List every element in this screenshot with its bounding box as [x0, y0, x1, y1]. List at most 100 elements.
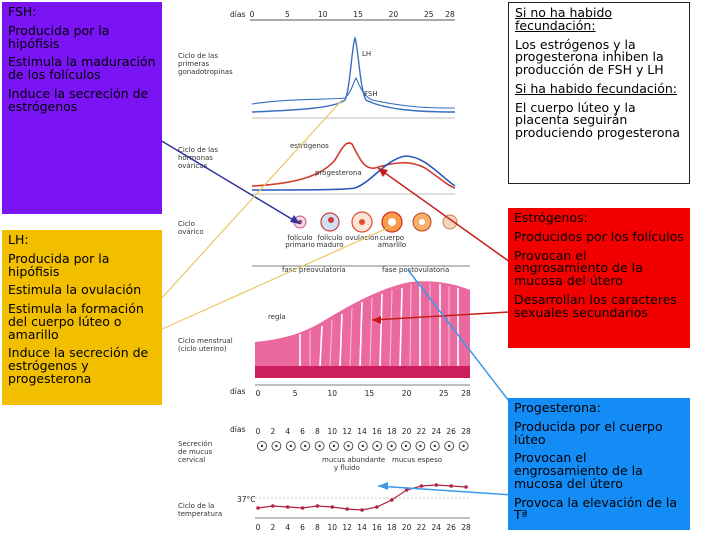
bottom-day-tick: 16: [372, 523, 382, 532]
mucus-icon-dot: [332, 444, 336, 448]
mucus-icon-dot: [419, 444, 422, 448]
temperature-point: [271, 504, 275, 508]
bottom-day-tick: 18: [387, 427, 397, 436]
mucus-icon-dot: [260, 444, 264, 448]
top-day-tick: 0: [250, 10, 255, 19]
mucus-icon-dot: [318, 444, 321, 448]
dias-label-top: días: [230, 10, 245, 19]
progesterona-item: Provoca la elevación de la Tª: [514, 494, 678, 523]
phase-pre: fase preovulatoria: [282, 266, 346, 274]
bottom-day-tick: 28: [461, 523, 471, 532]
estrogenos-title: Estrógenos:: [514, 210, 588, 225]
top-day-tick: 28: [445, 10, 455, 19]
estrogen-curve: [251, 142, 456, 189]
ovary-stage-label: folículo primario: [285, 234, 314, 249]
fsh-item: Induce la secreción de estrógenos: [8, 85, 149, 114]
top-day-tick: 15: [353, 10, 363, 19]
temperature-point: [434, 483, 439, 487]
bottom-day-tick: 6: [300, 523, 305, 532]
temperature-point: [464, 485, 468, 489]
progesterona-item: Provocan el engrosamiento de la mucosa d…: [514, 450, 643, 491]
lh-item: Estimula la formación del cuerpo lúteo o…: [8, 301, 144, 342]
bottom-day-tick: 14: [357, 523, 367, 532]
bottom-day-tick: 20: [402, 523, 412, 532]
mid-day-tick: 0: [256, 389, 261, 398]
fsh-curve: [251, 77, 456, 109]
temperature-point: [360, 508, 364, 512]
fsh-info-box: FSH: Producida por la hipófisis Estimula…: [2, 2, 162, 214]
bottom-day-ticks: 0 2 4 6 8 10 12 14 16 18 20 22 24 26 28: [256, 427, 471, 436]
ovary-stages: [293, 211, 458, 233]
mid-day-tick: 15: [365, 389, 375, 398]
temperature-point: [256, 506, 260, 510]
estrogenos-item: Provocan el engrosamiento de la mucosa d…: [514, 247, 643, 288]
mucus-icon-dot: [376, 444, 379, 448]
temperature-point: [389, 498, 394, 502]
top-day-tick: 10: [318, 10, 328, 19]
no-fecundacion-title: Si no ha habido fecundación:: [515, 5, 613, 33]
mucus-icon-dot: [289, 444, 292, 448]
lh-arrow-2: [159, 225, 393, 331]
si-fecundacion-title: Si ha habido fecundación:: [515, 80, 678, 96]
fsh-curve-label: FSH: [364, 90, 378, 98]
mucus-icon-dot: [404, 444, 408, 448]
row-label-ovaricas: Ciclo de las hormonas ováricas: [178, 146, 218, 170]
temperature-point: [285, 505, 290, 509]
bottom-day-ticks-2: 0 2 4 6 8 10 12 14 16 18 20 22 24 26 28: [256, 523, 471, 532]
bottom-day-tick: 22: [417, 523, 427, 532]
top-day-tick: 25: [424, 10, 434, 19]
bottom-day-tick: 24: [432, 523, 442, 532]
progesterone-curve-label: progesterona: [315, 169, 362, 177]
bottom-day-tick: 24: [432, 427, 442, 436]
mucus-icon-dot: [462, 444, 465, 448]
temperature-point: [375, 505, 379, 509]
temperature-point: [419, 484, 424, 488]
bottom-day-tick: 2: [270, 523, 275, 532]
progesterone-curve: [251, 155, 456, 191]
row-label-gonadotropinas: Ciclo de las primeras gonadotropinas: [178, 52, 233, 76]
temperature-point: [449, 484, 453, 488]
si-fecundacion-text: El cuerpo lúteo y la placenta seguirán p…: [515, 99, 681, 140]
mid-day-tick: 28: [461, 389, 471, 398]
lh-curve: [251, 36, 456, 113]
temperature-curve: [256, 483, 468, 512]
dias-label-mid: días: [230, 387, 245, 396]
lh-item: Induce la secreción de estrógenos y prog…: [8, 345, 149, 386]
bottom-day-tick: 4: [285, 427, 290, 436]
bottom-day-tick: 0: [256, 523, 261, 532]
bottom-day-tick: 8: [315, 427, 320, 436]
bottom-day-tick: 28: [461, 427, 471, 436]
phase-post: fase postovulatoria: [382, 266, 449, 274]
bottom-day-tick: 26: [446, 427, 456, 436]
bottom-day-tick: 4: [285, 523, 290, 532]
bottom-day-tick: 26: [446, 523, 456, 532]
lh-info-box: LH: Producida por la hipófisis Estimula …: [2, 230, 162, 405]
ovary-stage-label: cuerpo amarillo: [378, 234, 406, 249]
top-day-ticks: 0 5 10 15 20 25 28: [250, 10, 455, 19]
progesterona-title: Progesterona:: [514, 400, 601, 415]
fecundacion-info-box: Si no ha habido fecundación: Los estróge…: [508, 2, 690, 184]
prog-arrow-1: [407, 269, 513, 406]
fsh-item: Producida por la hipófisis: [8, 22, 110, 51]
temp-37-label: 37°C: [237, 495, 256, 504]
bottom-day-tick: 2: [270, 427, 275, 436]
bottom-day-tick: 22: [417, 427, 427, 436]
temperature-point: [404, 488, 409, 492]
regla-label: regla: [268, 313, 286, 321]
temperature-point: [300, 506, 305, 510]
progesterona-info-box: Progesterona: Producida por el cuerpo lú…: [508, 398, 690, 530]
mid-day-ticks: 0 5 10 15 20 25 28: [256, 389, 471, 398]
row-label-mucus: Secreción de mucus cervical: [178, 440, 213, 464]
mid-day-tick: 25: [439, 389, 449, 398]
row-label-ovarico: Ciclo ovárico: [178, 220, 204, 236]
ovary-stage-label: ovulación: [345, 234, 379, 242]
bottom-day-tick: 20: [402, 427, 412, 436]
estrogenos-item: Desarrollan los caracteres sexuales secu…: [514, 291, 677, 320]
bottom-day-tick: 10: [328, 523, 338, 532]
mucus-icon-dot: [448, 444, 451, 448]
fsh-item: Estimula la maduración de los folículos: [8, 54, 156, 82]
bottom-day-tick: 8: [315, 523, 320, 532]
mucus-abundante-label: mucus abundante y fluido: [322, 456, 385, 472]
